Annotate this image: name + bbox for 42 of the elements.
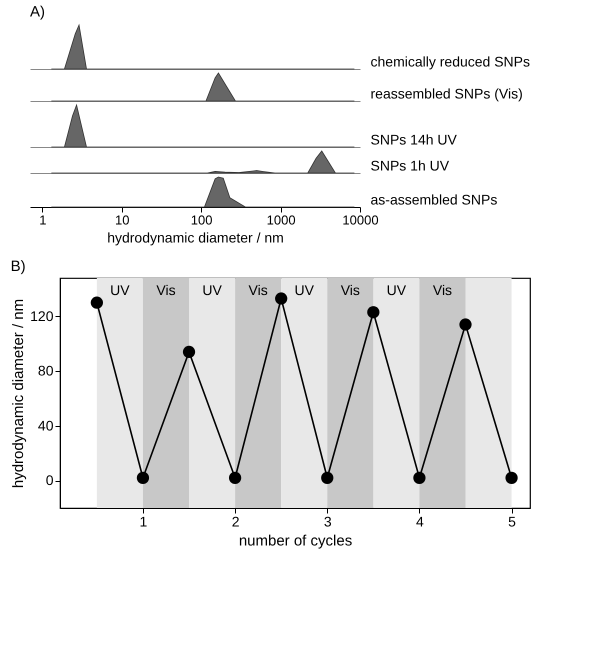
point (505, 472, 518, 484)
series-label: SNPs 1h UV (370, 158, 450, 174)
point (321, 472, 334, 484)
x-tick-label: 5 (508, 514, 516, 530)
x-tick-label: 2 (232, 514, 240, 530)
series-label: reassembled SNPs (Vis) (370, 86, 523, 102)
point (136, 472, 150, 484)
point (90, 296, 103, 309)
point (413, 472, 426, 484)
x-tick-label: 1 (140, 514, 148, 530)
x-axis-title: hydrodynamic diameter / nm (107, 230, 284, 246)
point (275, 292, 288, 305)
point (367, 306, 380, 318)
y-tick-label: 80 (38, 362, 54, 379)
band-label: UV (386, 282, 407, 298)
y-axis-title: hydrodynamic diameter / nm (10, 298, 28, 488)
y-tick-label: 0 (46, 472, 54, 488)
band-label: UV (294, 282, 315, 298)
x-tick-label: 4 (416, 514, 424, 530)
series-label: as-assembled SNPs (370, 192, 498, 208)
x-tick-label: 1 (39, 212, 46, 228)
band-label: Vis (432, 282, 452, 298)
series-label: SNPs 14h UV (370, 132, 458, 148)
x-tick-label: 1000 (266, 212, 296, 228)
band-label: Vis (340, 282, 360, 298)
band-label: UV (110, 282, 130, 298)
x-tick-label: 3 (324, 514, 332, 530)
band-label: Vis (156, 282, 176, 298)
x-tick-label: 10000 (342, 212, 379, 228)
chart-title: A) (30, 3, 46, 20)
chart-title: B) (10, 258, 26, 275)
series-label: chemically reduced SNPs (370, 54, 530, 70)
point (182, 346, 196, 358)
band-label: Vis (248, 282, 268, 298)
x-tick-label: 10 (114, 212, 130, 228)
y-tick-label: 40 (38, 417, 54, 434)
point (459, 318, 472, 331)
x-tick-label: 100 (190, 212, 213, 228)
x-axis-title: number of cycles (238, 532, 352, 550)
y-tick-label: 120 (30, 308, 54, 324)
point (228, 472, 242, 484)
band-label: UV (202, 282, 222, 298)
